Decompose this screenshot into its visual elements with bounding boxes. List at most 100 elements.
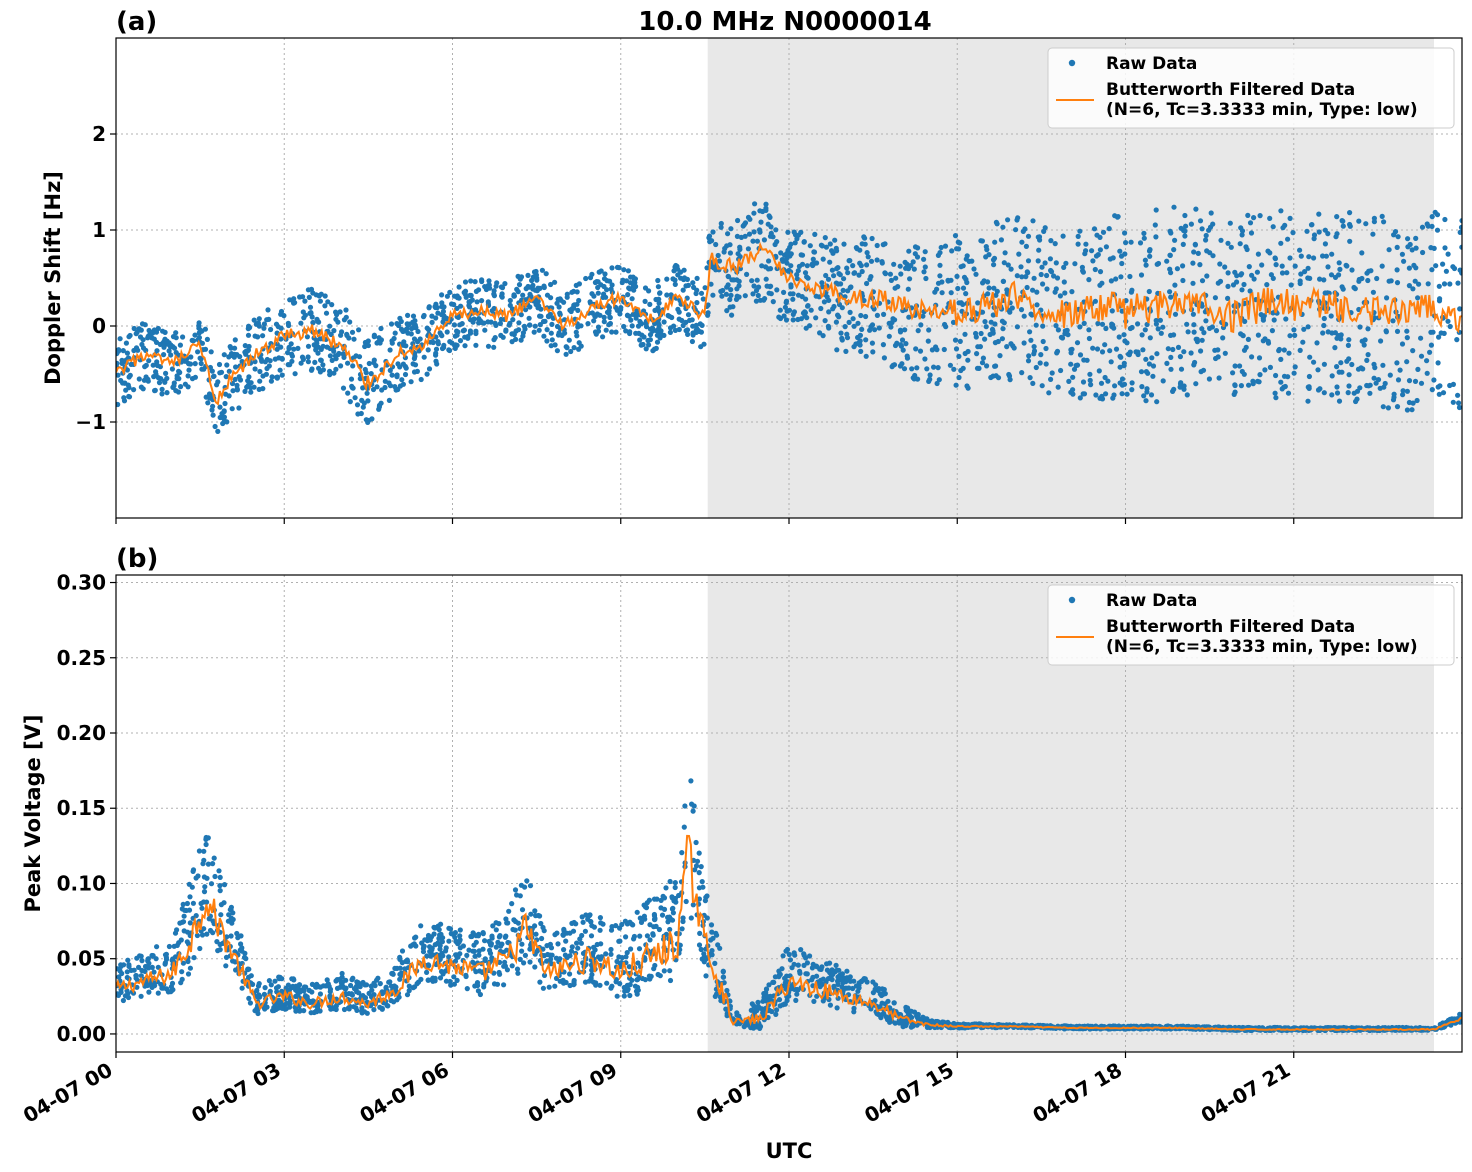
raw-data-point: [1424, 370, 1430, 376]
raw-data-point: [604, 287, 610, 293]
raw-data-point: [298, 360, 304, 366]
raw-data-point: [1418, 335, 1424, 341]
raw-data-point: [812, 231, 818, 237]
raw-data-point: [1298, 253, 1304, 259]
raw-data-point: [192, 374, 198, 380]
raw-data-point: [371, 992, 377, 998]
raw-data-point: [482, 938, 488, 944]
raw-data-point: [766, 982, 772, 988]
raw-data-point: [1164, 258, 1170, 264]
raw-data-point: [1410, 286, 1416, 292]
raw-data-point: [657, 290, 663, 296]
raw-data-point: [417, 336, 423, 342]
raw-data-point: [947, 362, 954, 368]
raw-data-point: [623, 328, 629, 334]
raw-data-point: [1285, 390, 1292, 396]
raw-data-point: [993, 219, 1000, 225]
raw-data-point: [841, 276, 847, 282]
raw-data-point: [882, 270, 888, 276]
raw-data-point: [1013, 227, 1019, 233]
raw-data-point: [1177, 354, 1183, 360]
raw-data-point: [1087, 377, 1093, 383]
raw-data-point: [1339, 369, 1345, 375]
raw-data-point: [471, 942, 477, 948]
raw-data-point: [534, 277, 540, 283]
raw-data-point: [347, 319, 353, 325]
raw-data-point: [655, 277, 661, 284]
raw-data-point: [1153, 234, 1159, 240]
raw-data-point: [1060, 233, 1066, 239]
raw-data-point: [1030, 380, 1036, 386]
raw-data-point: [1434, 212, 1441, 218]
raw-data-point: [498, 332, 504, 338]
raw-data-point: [579, 914, 585, 920]
raw-data-point: [348, 376, 355, 382]
raw-data-point: [459, 321, 465, 327]
raw-data-point: [536, 327, 542, 333]
raw-data-point: [1039, 383, 1045, 389]
raw-data-point: [1457, 229, 1462, 235]
raw-data-point: [514, 966, 521, 972]
raw-data-point: [1251, 215, 1257, 221]
raw-data-point: [984, 363, 990, 369]
raw-data-point: [927, 372, 933, 378]
raw-data-point: [217, 874, 223, 881]
raw-data-point: [1033, 322, 1039, 328]
raw-data-point: [237, 377, 244, 383]
raw-data-point: [285, 350, 291, 356]
raw-data-point: [705, 302, 711, 308]
raw-data-point: [1343, 262, 1349, 268]
raw-data-point: [1141, 235, 1147, 241]
raw-data-point: [1366, 268, 1372, 274]
raw-data-point: [161, 352, 167, 358]
raw-data-point: [741, 1024, 747, 1030]
raw-data-point: [146, 960, 152, 966]
raw-data-point: [1413, 245, 1419, 251]
raw-data-point: [1298, 271, 1304, 277]
raw-data-point: [290, 298, 296, 304]
raw-data-point: [1340, 286, 1346, 292]
raw-data-point: [983, 324, 989, 330]
raw-data-point: [224, 419, 230, 425]
raw-data-point: [1248, 230, 1255, 236]
raw-data-point: [663, 885, 669, 891]
raw-data-point: [185, 360, 192, 367]
raw-data-point: [124, 969, 130, 975]
raw-data-point: [1405, 244, 1411, 250]
raw-data-point: [1278, 356, 1284, 362]
raw-data-point: [807, 243, 813, 249]
raw-data-point: [637, 318, 643, 325]
raw-data-point: [162, 336, 168, 342]
raw-data-point: [776, 968, 782, 974]
raw-data-point: [1031, 351, 1037, 357]
raw-data-point: [911, 266, 917, 272]
raw-data-point: [945, 278, 951, 284]
raw-data-point: [689, 317, 695, 323]
raw-data-point: [309, 981, 315, 988]
raw-data-point: [912, 251, 918, 257]
raw-data-point: [1040, 338, 1046, 345]
raw-data-point: [1400, 392, 1406, 398]
raw-data-point: [1135, 321, 1141, 327]
raw-data-point: [490, 923, 496, 929]
raw-data-point: [835, 981, 841, 988]
raw-data-point: [498, 943, 504, 949]
raw-data-point: [993, 292, 999, 298]
raw-data-point: [789, 965, 795, 971]
raw-data-point: [767, 266, 774, 272]
raw-data-point: [666, 313, 673, 319]
raw-data-point: [689, 801, 695, 807]
raw-data-point: [736, 278, 742, 284]
raw-data-point: [248, 389, 254, 395]
raw-data-point: [1014, 273, 1020, 279]
raw-data-point: [710, 935, 716, 941]
raw-data-point: [964, 383, 970, 389]
raw-data-point: [786, 267, 792, 274]
raw-data-point: [1093, 392, 1099, 398]
raw-data-point: [264, 365, 270, 372]
raw-data-point: [912, 244, 919, 250]
raw-data-point: [839, 971, 846, 977]
raw-data-point: [609, 265, 615, 271]
raw-data-point: [1391, 391, 1397, 397]
raw-data-point: [672, 327, 679, 333]
